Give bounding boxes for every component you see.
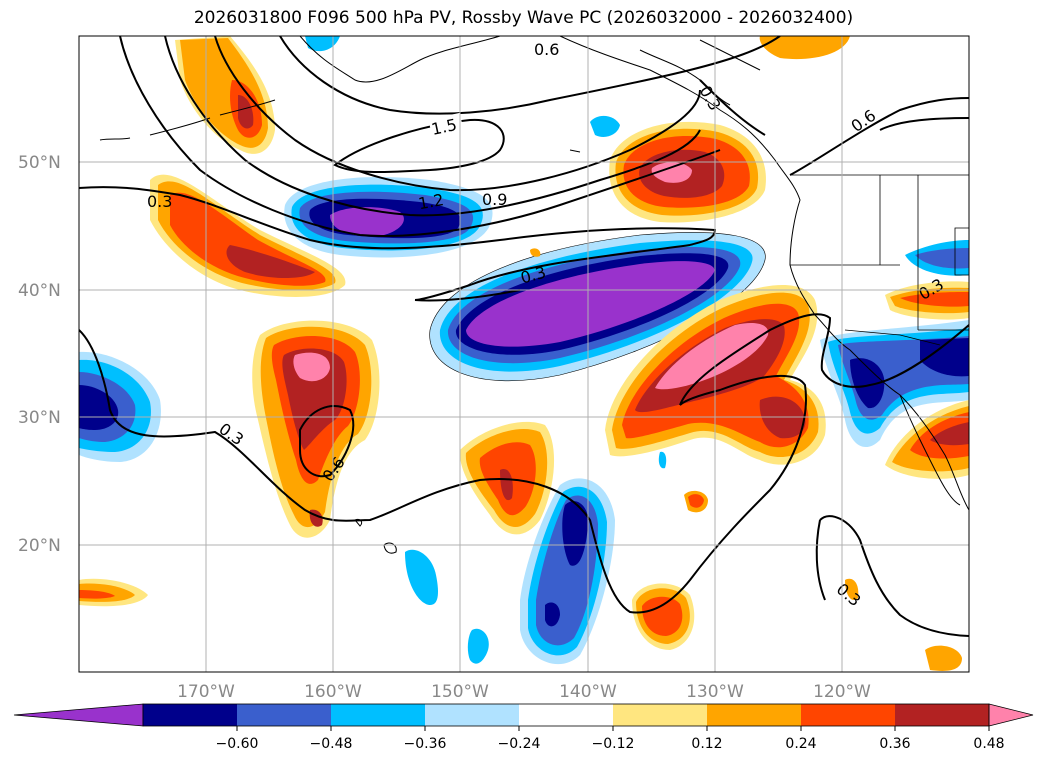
contour-label: 0.9 (482, 190, 507, 209)
plot-frame (78, 35, 970, 673)
colorbar-max-extend (988, 703, 1034, 727)
longitude-labels: 170°W 160°W 150°W 140°W 130°W 120°W (177, 682, 871, 702)
colorbar-tick-label: −0.60 (216, 736, 259, 752)
contour-label: 0.6 (534, 40, 559, 59)
colorbar-tick-label: 0.12 (691, 736, 722, 752)
colorbar-tick-label: −0.36 (404, 736, 447, 752)
colorbar-tick-label: 0.48 (973, 736, 1004, 752)
pv-contours (79, 36, 969, 637)
latitude-labels: 50°N 40°N 30°N 20°N (18, 153, 61, 556)
lon-label: 170°W (177, 682, 235, 702)
colorbar-segment (613, 704, 708, 726)
colorbar-segment (331, 704, 426, 726)
colorbar-segment (143, 704, 238, 726)
lat-label: 50°N (18, 153, 61, 173)
colorbar-segment (519, 704, 614, 726)
lon-label: 130°W (686, 682, 744, 702)
colorbar-segment (707, 704, 802, 726)
contour-label: 0.3 (147, 192, 172, 211)
map-plot-area: 0.6 1.5 1.2 0.9 0.3 0.3 0.3 0.6 0.6 0.3 … (79, 36, 969, 672)
lon-label: 120°W (813, 682, 871, 702)
colorbar: −0.60 −0.48 −0.36 −0.24 −0.12 0.12 0.24 0.36 0.4… (13, 703, 1034, 752)
lat-label: 30°N (18, 408, 61, 428)
colorbar-tick-label: 0.24 (785, 736, 816, 752)
map-title: 2026031800 F096 500 hPa PV, Rossby Wave … (193, 8, 854, 28)
lat-label: 40°N (18, 281, 61, 301)
gridlines (79, 36, 969, 672)
colorbar-min-extend (13, 703, 144, 727)
colorbar-frame (142, 703, 990, 727)
contour-label: 1.5 (430, 115, 459, 139)
colorbar-tick-label: 0.36 (879, 736, 910, 752)
lon-label: 160°W (304, 682, 362, 702)
colorbar-segment (801, 704, 896, 726)
lon-label: 150°W (431, 682, 489, 702)
colorbar-segment (425, 704, 520, 726)
political-borders (790, 174, 969, 346)
colorbar-tick-label: −0.48 (310, 736, 353, 752)
colorbar-tick-label: −0.24 (498, 736, 541, 752)
negative-anomalies (79, 36, 969, 665)
positive-anomalies (79, 36, 969, 671)
colorbar-tick-label: −0.12 (592, 736, 635, 752)
contour-label: 1.2 (417, 190, 445, 213)
colorbar-segment (237, 704, 332, 726)
lon-label: 140°W (559, 682, 617, 702)
colorbar-segment (895, 704, 990, 726)
lat-label: 20°N (18, 536, 61, 556)
